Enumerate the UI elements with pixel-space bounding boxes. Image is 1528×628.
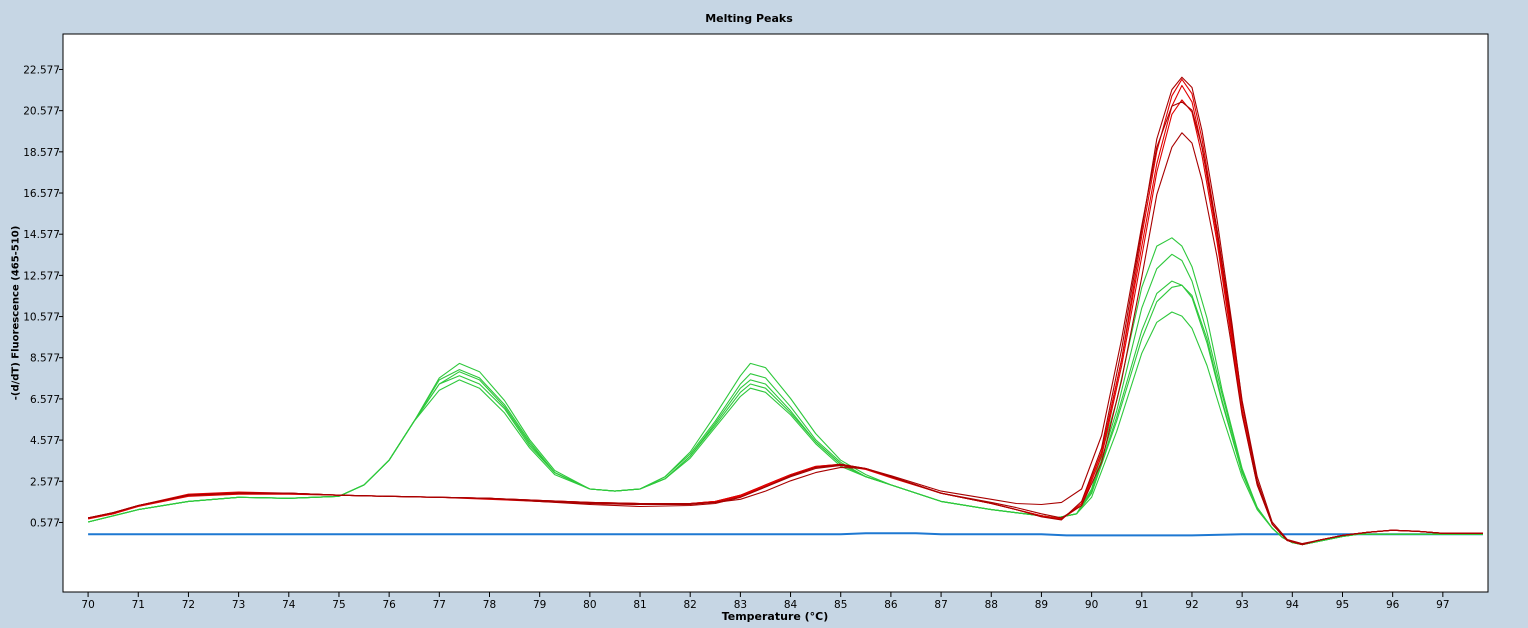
x-axis-ticks: 70 71 72 73 74 75 76 77 78 79 80 81 82 83 84 85 86 87 88 89… xyxy=(81,592,1450,611)
y-tick-label: 12.577 xyxy=(23,270,60,282)
y-tick-label: 0.577 xyxy=(30,517,60,529)
y-tick-label: 8.577 xyxy=(30,353,60,365)
x-tick-label: 81 xyxy=(633,599,646,611)
x-tick-label: 89 xyxy=(1035,599,1048,611)
y-tick-label: 14.577 xyxy=(23,229,60,241)
x-tick-label: 84 xyxy=(784,599,798,611)
x-tick-label: 83 xyxy=(734,599,747,611)
x-tick-label: 78 xyxy=(483,599,496,611)
x-tick-label: 75 xyxy=(332,599,345,611)
y-tick-label: 20.577 xyxy=(23,106,60,118)
x-tick-label: 85 xyxy=(834,599,847,611)
y-tick-label: 2.577 xyxy=(30,476,60,488)
x-tick-label: 94 xyxy=(1286,599,1300,611)
x-tick-label: 82 xyxy=(684,599,697,611)
x-tick-label: 73 xyxy=(232,599,245,611)
y-tick-label: 6.577 xyxy=(30,394,60,406)
x-tick-label: 70 xyxy=(81,599,94,611)
x-tick-label: 72 xyxy=(182,599,195,611)
y-tick-label: 18.577 xyxy=(23,147,60,159)
x-tick-label: 80 xyxy=(583,599,596,611)
x-tick-label: 77 xyxy=(433,599,446,611)
x-tick-label: 92 xyxy=(1185,599,1198,611)
series-line-4 xyxy=(87,280,1483,546)
plot-area xyxy=(62,33,1489,593)
x-tick-label: 79 xyxy=(533,599,546,611)
x-tick-label: 88 xyxy=(985,599,998,611)
x-tick-label: 71 xyxy=(132,599,145,611)
x-tick-label: 87 xyxy=(934,599,947,611)
y-tick-label: 16.577 xyxy=(23,188,60,200)
y-tick-label: 10.577 xyxy=(23,312,60,324)
x-tick-label: 97 xyxy=(1436,599,1449,611)
x-tick-label: 74 xyxy=(282,599,296,611)
chart-title: Melting Peaks xyxy=(705,12,793,25)
x-tick-label: 93 xyxy=(1235,599,1248,611)
x-tick-label: 86 xyxy=(884,599,898,611)
series-line-10 xyxy=(87,76,1483,546)
x-tick-label: 76 xyxy=(382,599,396,611)
y-tick-label: 4.577 xyxy=(30,435,60,447)
y-tick-label: 22.577 xyxy=(23,64,60,76)
x-tick-label: 95 xyxy=(1336,599,1349,611)
x-tick-label: 90 xyxy=(1085,599,1098,611)
y-axis-ticks: 0.577 2.577 4.577 6.577 8.577 10.577 12.577 14.… xyxy=(23,64,63,529)
series-line-11 xyxy=(88,532,1483,537)
x-tick-label: 91 xyxy=(1135,599,1148,611)
x-axis-label: Temperature (°C) xyxy=(721,610,829,623)
series-layer xyxy=(87,76,1483,546)
x-tick-label: 96 xyxy=(1386,599,1400,611)
